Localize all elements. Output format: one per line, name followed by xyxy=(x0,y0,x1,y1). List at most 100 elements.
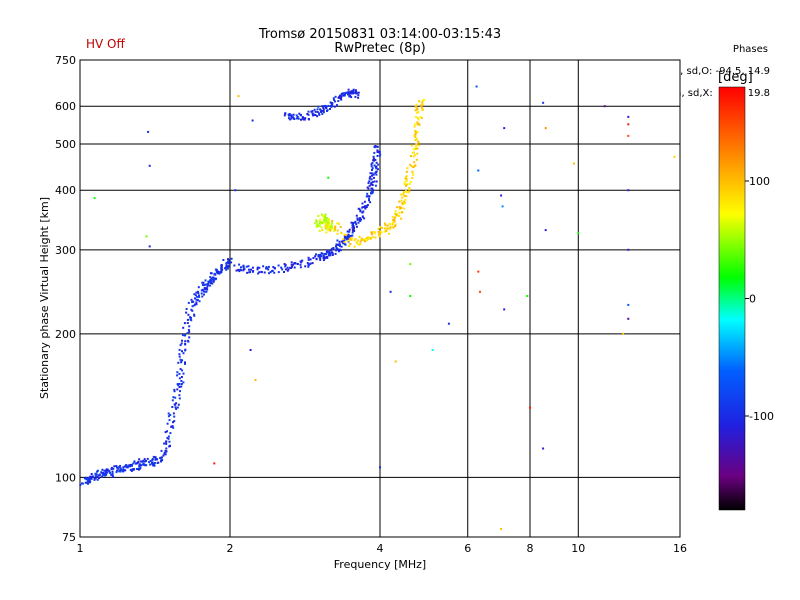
data-point xyxy=(296,115,299,118)
data-point xyxy=(338,94,341,97)
data-point xyxy=(350,221,353,224)
data-point xyxy=(215,270,218,273)
data-point xyxy=(307,265,310,268)
data-point xyxy=(336,104,338,107)
data-point xyxy=(209,282,212,284)
data-point xyxy=(164,431,167,434)
data-point xyxy=(203,290,206,293)
data-point xyxy=(414,115,417,118)
data-point xyxy=(413,125,416,128)
data-point xyxy=(90,477,93,480)
data-point xyxy=(345,236,348,239)
data-point xyxy=(348,228,351,231)
data-point xyxy=(293,262,296,264)
data-point xyxy=(283,263,286,265)
data-point xyxy=(182,326,185,329)
data-point xyxy=(371,192,374,195)
data-point xyxy=(371,174,373,177)
data-point xyxy=(109,472,112,474)
data-point xyxy=(369,172,372,175)
data-point xyxy=(240,269,243,272)
data-point xyxy=(373,231,376,233)
data-point xyxy=(447,322,450,325)
y-tick-label: 400 xyxy=(55,184,76,197)
data-point xyxy=(366,239,369,242)
data-point xyxy=(84,481,87,484)
data-point xyxy=(154,458,157,461)
data-point xyxy=(377,163,380,166)
data-point xyxy=(94,472,97,475)
data-point xyxy=(140,460,143,463)
data-point xyxy=(372,157,375,160)
data-point xyxy=(328,219,330,222)
data-point xyxy=(180,385,183,388)
data-point xyxy=(102,471,105,474)
data-point xyxy=(243,267,246,270)
data-point xyxy=(375,161,378,164)
data-point xyxy=(322,221,325,224)
data-point xyxy=(389,290,392,293)
data-point xyxy=(182,381,185,384)
data-point xyxy=(411,171,414,174)
data-point xyxy=(379,466,381,469)
data-point xyxy=(215,268,218,271)
data-point xyxy=(330,103,333,106)
data-point xyxy=(230,257,233,260)
data-point xyxy=(187,301,190,304)
data-point xyxy=(409,181,412,183)
data-point xyxy=(167,435,170,438)
data-point xyxy=(193,314,196,317)
data-point xyxy=(475,85,478,88)
data-point xyxy=(316,111,319,113)
data-point xyxy=(315,220,318,223)
data-point xyxy=(403,194,406,197)
data-point xyxy=(190,298,193,301)
data-point xyxy=(351,234,354,237)
data-point xyxy=(201,281,204,284)
data-point xyxy=(300,261,303,264)
data-point xyxy=(354,220,357,223)
y-tick-label: 500 xyxy=(55,138,76,151)
data-point xyxy=(316,108,319,111)
data-point xyxy=(171,399,174,402)
data-point xyxy=(325,251,328,254)
data-point xyxy=(245,265,248,268)
data-point xyxy=(227,260,230,263)
data-point xyxy=(324,221,327,224)
data-point xyxy=(321,109,324,112)
data-point xyxy=(146,457,149,460)
data-point xyxy=(412,155,415,158)
data-point xyxy=(327,254,330,257)
data-point xyxy=(357,221,360,224)
colorbar-tick-label: 0 xyxy=(749,293,756,306)
data-point xyxy=(325,105,328,108)
data-point xyxy=(257,272,260,275)
data-point xyxy=(388,232,391,235)
data-point xyxy=(185,311,188,314)
data-point xyxy=(153,462,156,464)
data-point xyxy=(324,213,327,216)
data-point xyxy=(370,231,373,234)
data-point xyxy=(176,371,179,374)
data-point xyxy=(368,180,371,183)
data-point xyxy=(182,372,185,375)
data-point xyxy=(254,379,257,381)
data-point xyxy=(398,205,401,208)
data-point xyxy=(181,334,184,337)
data-point xyxy=(105,472,108,475)
data-point xyxy=(357,96,360,99)
data-point xyxy=(477,169,480,172)
data-point xyxy=(373,180,376,183)
data-point xyxy=(415,137,418,140)
data-point xyxy=(421,101,424,104)
data-point xyxy=(174,396,177,399)
data-point xyxy=(95,476,98,479)
data-point xyxy=(167,412,170,415)
data-point xyxy=(325,219,328,222)
data-point xyxy=(238,270,241,273)
data-point xyxy=(418,123,421,126)
data-point xyxy=(362,206,365,208)
data-point xyxy=(400,199,403,202)
data-point xyxy=(128,464,131,467)
data-point xyxy=(286,266,289,269)
